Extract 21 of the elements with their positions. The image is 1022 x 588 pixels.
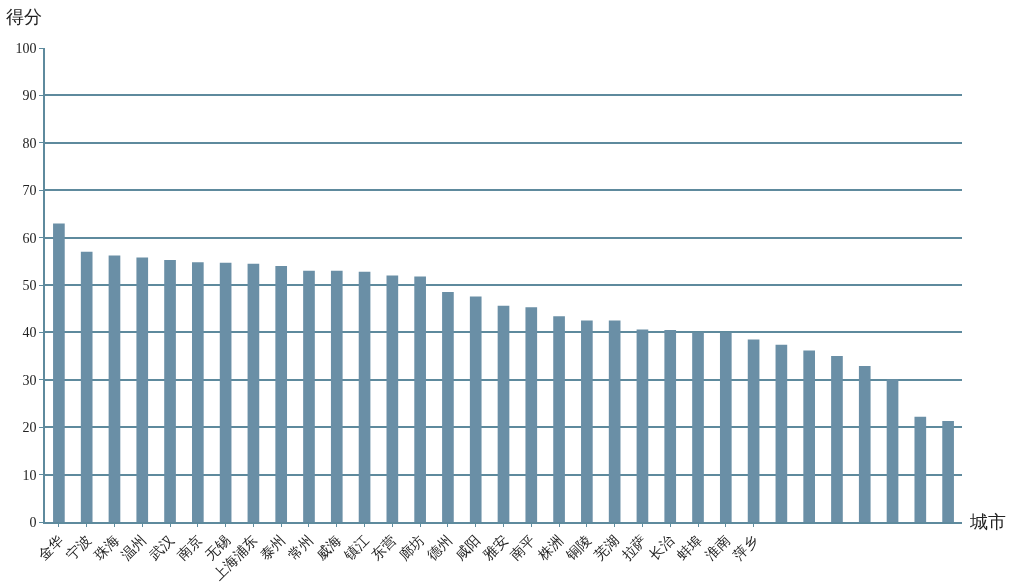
y-tick-label: 40	[22, 325, 37, 341]
y-tick-label: 50	[22, 277, 37, 293]
y-tick-label: 60	[22, 230, 37, 246]
y-tick-label: 70	[22, 183, 37, 199]
x-tick-label: 萍乡	[730, 533, 761, 564]
x-axis-title: 城市	[969, 512, 1006, 532]
x-tick-label: 芜湖	[591, 533, 622, 564]
y-tick-label: 0	[29, 514, 37, 530]
y-tick-label: 20	[22, 420, 37, 436]
y-tick-label: 30	[22, 372, 37, 388]
x-tick-label: 宁波	[63, 533, 94, 564]
y-axis-title: 得分	[6, 7, 42, 27]
x-tick-label: 咸阳	[452, 533, 483, 564]
y-tick-label: 90	[22, 88, 37, 104]
y-tick-label: 100	[15, 40, 37, 56]
x-tick-label: 雅安	[480, 533, 511, 564]
x-tick-label: 株洲	[535, 533, 567, 565]
y-tick-label: 80	[22, 135, 37, 151]
x-tick-label: 金华	[35, 533, 66, 564]
x-tick-label: 淮南	[702, 533, 733, 564]
y-tick-label: 10	[22, 467, 37, 483]
